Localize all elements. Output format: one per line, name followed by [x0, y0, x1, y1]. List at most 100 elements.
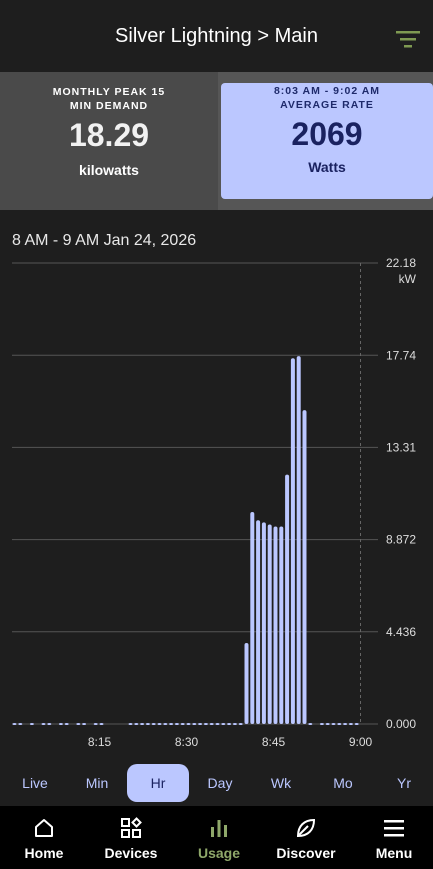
- chart-bar: [93, 722, 98, 725]
- chart-bar: [215, 722, 220, 725]
- nav-discover[interactable]: Discover: [263, 806, 349, 869]
- nav-label: Menu: [375, 845, 413, 861]
- y-tick-label: 22.18: [386, 256, 416, 270]
- average-rate-value: 2069: [291, 116, 363, 152]
- app-header: Silver Lightning > Main: [0, 0, 433, 72]
- period-selector: Live Min Hr Day Wk Mo Yr: [0, 762, 433, 802]
- x-tick-label: 9:00: [349, 735, 373, 749]
- chart-bar: [203, 722, 208, 725]
- chart-bar: [343, 722, 348, 725]
- chart-bar: [47, 722, 52, 725]
- nav-menu[interactable]: Menu: [351, 806, 433, 869]
- chart-bar: [169, 722, 174, 725]
- chart-bar: [163, 722, 168, 725]
- chart-bar: [244, 642, 249, 724]
- period-tab-min[interactable]: Min: [85, 775, 109, 791]
- chart-bar: [99, 722, 104, 725]
- page-title: Silver Lightning > Main: [115, 24, 318, 47]
- period-tab-live[interactable]: Live: [22, 775, 48, 791]
- period-tab-hr[interactable]: Hr: [127, 764, 189, 802]
- period-tab-wk[interactable]: Wk: [270, 775, 292, 791]
- chart-bar: [76, 722, 81, 725]
- average-rate-time: 8:03 AM - 9:02 AM: [273, 85, 381, 97]
- chart-bar: [267, 524, 272, 724]
- chart-bar: [140, 722, 145, 725]
- menu-icon: [384, 820, 404, 837]
- chart-bar: [279, 526, 284, 724]
- chart-bar: [29, 722, 34, 725]
- chart-bar: [256, 520, 261, 724]
- chart-bar: [151, 722, 156, 725]
- monthly-peak-unit: kilowatts: [79, 162, 139, 178]
- y-tick-label: 17.74: [386, 348, 416, 362]
- chart-bar: [296, 356, 301, 724]
- usage-chart[interactable]: 0.000 4.436 8.872 13.31 17.74 22.18 kW 8:15 8:30…: [0, 255, 433, 755]
- chart-bar: [198, 722, 203, 725]
- monthly-peak-value: 18.29: [68, 117, 150, 153]
- chart-bar: [134, 722, 139, 725]
- usage-icon: [211, 820, 227, 837]
- chart-bar: [145, 722, 150, 725]
- average-rate-card[interactable]: 8:03 AM - 9:02 AM AVERAGE RATE 2069 Watt…: [221, 83, 433, 199]
- chart-bar: [348, 722, 353, 725]
- chart-bar: [41, 722, 46, 725]
- chart-bar: [18, 722, 23, 725]
- chart-bar: [180, 722, 185, 725]
- nav-label: Discover: [276, 845, 336, 861]
- period-tab-mo[interactable]: Mo: [333, 775, 353, 791]
- chart-bar: [354, 722, 359, 725]
- chart-bar: [238, 722, 243, 725]
- average-rate-label: AVERAGE RATE: [280, 99, 374, 111]
- nav-label: Home: [24, 845, 64, 861]
- chart-bar: [64, 722, 69, 725]
- y-tick-label: 0.000: [386, 717, 416, 731]
- chart-bar: [58, 722, 63, 725]
- y-tick-label: 13.31: [386, 440, 416, 454]
- nav-label: Usage: [197, 845, 241, 861]
- summary-cards: MONTHLY PEAK 15 MIN DEMAND 18.29 kilowat…: [0, 72, 433, 210]
- x-tick-label: 8:30: [175, 735, 199, 749]
- chart-title: 8 AM - 9 AM Jan 24, 2026: [12, 232, 197, 249]
- monthly-peak-label: MONTHLY PEAK 15 MIN DEMAND: [52, 86, 166, 112]
- period-tab-day[interactable]: Day: [207, 775, 233, 791]
- filter-icon[interactable]: [395, 28, 421, 50]
- home-icon: [35, 819, 53, 837]
- chart-bar: [285, 474, 290, 724]
- bottom-navigation: Home Devices Usage Discover Menu: [0, 806, 433, 869]
- average-rate-unit: Watts: [308, 159, 346, 175]
- chart-bar: [186, 722, 191, 725]
- chart-bar: [302, 410, 307, 724]
- x-tick-label: 8:15: [88, 735, 112, 749]
- period-tab-yr[interactable]: Yr: [397, 775, 411, 791]
- x-tick-label: 8:45: [262, 735, 286, 749]
- chart-bar: [331, 722, 336, 725]
- chart-bar: [174, 722, 179, 725]
- chart-bar: [250, 511, 255, 724]
- monthly-peak-card[interactable]: MONTHLY PEAK 15 MIN DEMAND 18.29 kilowat…: [0, 72, 218, 210]
- chart-bar: [337, 722, 342, 725]
- chart-bar: [290, 358, 295, 724]
- chart-bar: [261, 522, 266, 724]
- nav-home[interactable]: Home: [1, 806, 87, 869]
- nav-label: Devices: [104, 845, 158, 861]
- nav-usage[interactable]: Usage: [176, 806, 262, 869]
- chart-bar: [273, 526, 278, 724]
- chart-bar: [157, 722, 162, 725]
- chart-bar: [128, 722, 133, 725]
- nav-devices[interactable]: Devices: [88, 806, 174, 869]
- y-tick-label: 8.872: [386, 533, 416, 547]
- chart-bar: [319, 722, 324, 725]
- leaf-icon: [296, 818, 316, 838]
- chart-bar: [209, 722, 214, 725]
- chart-bar: [12, 722, 17, 725]
- devices-icon: [121, 817, 142, 838]
- chart-bar: [227, 722, 232, 725]
- chart-bar: [325, 722, 330, 725]
- chart-bar: [82, 722, 87, 725]
- chart-bar: [232, 722, 237, 725]
- chart-bar: [221, 722, 226, 725]
- chart-bar: [308, 722, 313, 725]
- y-unit-label: kW: [399, 272, 417, 286]
- chart-bar: [192, 722, 197, 725]
- y-tick-label: 4.436: [386, 625, 416, 639]
